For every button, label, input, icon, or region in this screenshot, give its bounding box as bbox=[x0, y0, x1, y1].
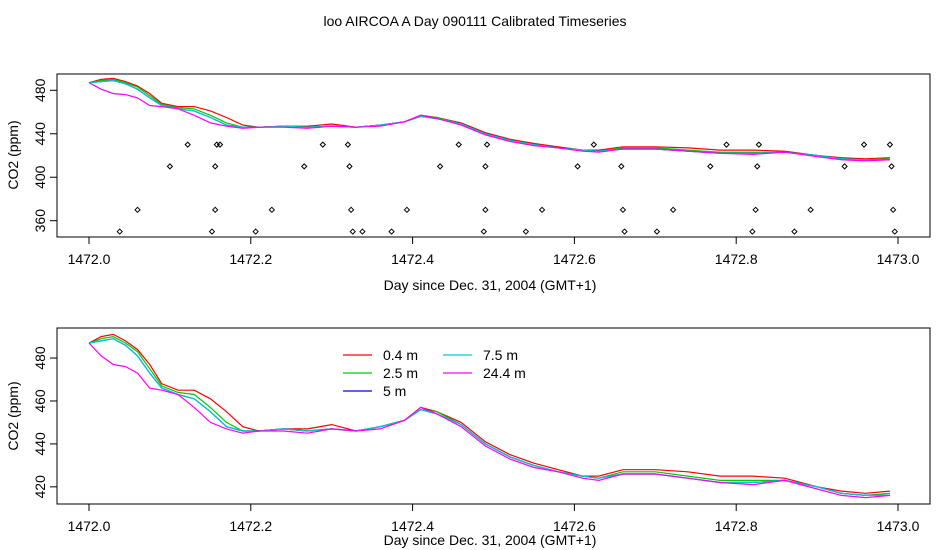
legend-label: 24.4 m bbox=[483, 365, 526, 381]
legend-label: 7.5 m bbox=[483, 347, 518, 363]
calibration-point bbox=[723, 141, 730, 148]
calibration-point bbox=[538, 206, 546, 214]
x-tick-label: 1472.8 bbox=[715, 518, 758, 534]
y-tick-label: 420 bbox=[32, 475, 48, 499]
calibration-point bbox=[208, 228, 216, 235]
x-tick-label: 1472.6 bbox=[553, 518, 596, 534]
calibration-point bbox=[754, 163, 761, 170]
calibration-point bbox=[619, 206, 627, 214]
calibration-point bbox=[749, 228, 756, 235]
calibration-point bbox=[480, 228, 487, 235]
calibration-point bbox=[841, 163, 848, 170]
calibration-point bbox=[891, 228, 898, 235]
legend: 0.4 m 2.5 m 5 m 7.5 m 24.4 m bbox=[343, 347, 526, 399]
x-tick-label: 1472.0 bbox=[68, 251, 111, 267]
calibration-point bbox=[653, 228, 661, 235]
bottom-panel: 1472.0 1472.2 1472.4 1472.6 1472.8 1473.0 420… bbox=[5, 327, 931, 548]
calibration-point bbox=[216, 141, 224, 148]
legend-label: 2.5 m bbox=[383, 365, 418, 381]
top-plot-frame bbox=[56, 73, 931, 238]
calibration-point bbox=[268, 206, 276, 214]
calibration-point bbox=[889, 206, 897, 214]
calibration-point bbox=[482, 163, 489, 170]
calibration-point bbox=[574, 163, 581, 170]
bottom-series-lines bbox=[88, 333, 890, 499]
bottom-plot-frame bbox=[56, 327, 931, 505]
calibration-point bbox=[669, 206, 677, 214]
y-tick-label: 480 bbox=[32, 346, 48, 370]
calibration-point bbox=[807, 206, 814, 214]
y-tick-label: 440 bbox=[32, 432, 48, 456]
calibration-point bbox=[300, 163, 308, 170]
calibration-point bbox=[134, 206, 141, 214]
series-line-0 bbox=[88, 77, 890, 160]
calibration-point bbox=[184, 141, 191, 148]
top-x-axis-label: Day since Dec. 31, 2004 (GMT+1) bbox=[384, 277, 597, 293]
x-tick-label: 1472.4 bbox=[391, 251, 434, 267]
y-tick-label: 480 bbox=[32, 78, 48, 102]
x-tick-label: 1472.2 bbox=[229, 251, 272, 267]
calibration-point bbox=[252, 228, 259, 235]
legend-label: 5 m bbox=[383, 383, 406, 399]
x-tick-label: 1472.8 bbox=[715, 251, 758, 267]
calibration-point bbox=[707, 163, 714, 170]
series-line-3 bbox=[88, 79, 890, 161]
calibration-point bbox=[483, 141, 491, 148]
y-tick-label: 400 bbox=[32, 165, 48, 189]
x-tick-label: 1473.0 bbox=[877, 251, 920, 267]
calibration-point bbox=[349, 228, 356, 235]
top-calibration-points bbox=[116, 141, 898, 235]
calibration-point bbox=[436, 163, 444, 170]
series-line-4 bbox=[88, 342, 890, 499]
x-tick-label: 1472.4 bbox=[391, 518, 434, 534]
calibration-point bbox=[791, 228, 798, 235]
series-line-4 bbox=[88, 82, 890, 162]
top-x-axis: 1472.0 1472.2 1472.4 1472.6 1472.8 1473.0 bbox=[68, 237, 920, 267]
bottom-x-axis: 1472.0 1472.2 1472.4 1472.6 1472.8 1473.0 bbox=[68, 504, 920, 534]
x-tick-label: 1472.2 bbox=[229, 518, 272, 534]
x-tick-label: 1473.0 bbox=[877, 518, 920, 534]
calibration-point bbox=[752, 206, 759, 214]
chart-title: loo AIRCOA A Day 090111 Calibrated Times… bbox=[324, 13, 627, 29]
calibration-point bbox=[860, 141, 868, 148]
top-series-lines bbox=[88, 77, 890, 162]
calibration-point bbox=[455, 141, 462, 148]
calibration-point bbox=[116, 228, 123, 235]
calibration-point bbox=[319, 141, 327, 148]
calibration-point bbox=[344, 141, 352, 148]
top-y-axis-label: CO2 (ppm) bbox=[5, 120, 21, 189]
x-tick-label: 1472.6 bbox=[553, 251, 596, 267]
series-line-2 bbox=[88, 79, 890, 161]
calibration-point bbox=[888, 163, 895, 170]
calibration-point bbox=[590, 141, 598, 148]
calibration-point bbox=[886, 141, 894, 148]
calibration-point bbox=[213, 141, 221, 148]
y-tick-label: 440 bbox=[32, 122, 48, 146]
top-panel: 1472.0 1472.2 1472.4 1472.6 1472.8 1473.0 360… bbox=[5, 73, 931, 293]
calibration-point bbox=[211, 206, 219, 214]
series-line-1 bbox=[88, 78, 890, 161]
calibration-point bbox=[346, 163, 353, 170]
calibration-point bbox=[482, 206, 489, 214]
bottom-y-axis: 420 440 460 480 bbox=[32, 346, 57, 499]
y-tick-label: 360 bbox=[32, 209, 48, 233]
top-y-axis: 360 400 440 480 bbox=[32, 78, 57, 232]
bottom-x-axis-label: Day since Dec. 31, 2004 (GMT+1) bbox=[384, 532, 597, 548]
calibration-point bbox=[347, 206, 355, 214]
calibration-point bbox=[621, 228, 628, 235]
calibration-point bbox=[166, 163, 174, 170]
calibration-point bbox=[618, 163, 625, 170]
calibration-point bbox=[403, 206, 411, 214]
bottom-y-axis-label: CO2 (ppm) bbox=[5, 381, 21, 450]
calibration-point bbox=[522, 228, 530, 235]
calibration-point bbox=[359, 228, 366, 235]
calibration-point bbox=[755, 141, 763, 148]
calibration-point bbox=[388, 228, 395, 235]
legend-label: 0.4 m bbox=[383, 347, 418, 363]
x-tick-label: 1472.0 bbox=[68, 518, 111, 534]
y-tick-label: 460 bbox=[32, 389, 48, 413]
calibration-point bbox=[211, 163, 219, 170]
